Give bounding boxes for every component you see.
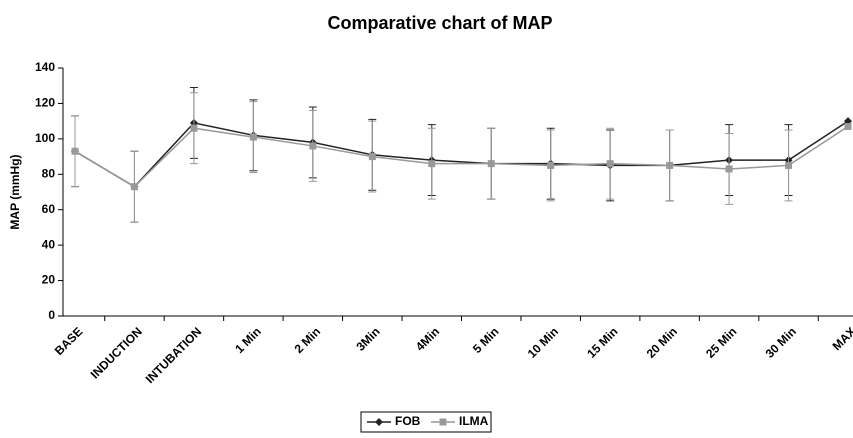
x-tick-label: INTUBATION — [143, 324, 205, 386]
marker — [606, 160, 614, 168]
marker — [130, 183, 138, 191]
y-tick-label: 80 — [42, 166, 56, 180]
legend-label: ILMA — [459, 414, 489, 428]
series-line — [74, 120, 849, 188]
legend-label: FOB — [395, 414, 421, 428]
marker — [725, 165, 733, 173]
marker — [666, 161, 674, 169]
y-tick-label: 140 — [35, 60, 55, 74]
y-tick-label: 0 — [48, 308, 55, 322]
chart-title: Comparative chart of MAP — [327, 13, 552, 33]
x-tick-label: 5 Min — [470, 324, 502, 356]
x-tick-label: 25 Min — [703, 324, 739, 360]
marker — [249, 133, 257, 141]
x-tick-label: 15 Min — [584, 324, 620, 360]
y-axis-label: MAP (mmHg) — [8, 154, 22, 229]
legend: FOB ILMA — [360, 411, 492, 433]
x-tick-label: MAX — [830, 324, 853, 353]
marker — [309, 142, 317, 150]
marker — [368, 153, 376, 161]
y-tick-label: 100 — [35, 131, 55, 145]
y-tick-label: 40 — [42, 237, 56, 251]
marker — [71, 147, 79, 155]
legend-box — [360, 411, 492, 433]
x-tick-label: 2 Min — [292, 324, 324, 356]
marker — [487, 160, 495, 168]
marker — [785, 161, 793, 169]
marker — [375, 418, 383, 426]
marker — [844, 122, 852, 130]
x-tick-label: 10 Min — [525, 324, 561, 360]
x-tick-label: 1 Min — [232, 324, 264, 356]
marker — [439, 418, 447, 426]
series-line — [74, 125, 849, 188]
x-tick-label: 30 Min — [763, 324, 799, 360]
x-tick-label: INDUCTION — [88, 324, 145, 381]
x-tick-label: 3Min — [353, 324, 382, 353]
y-tick-label: 120 — [35, 96, 55, 110]
x-tick-label: 4Min — [413, 324, 442, 353]
marker — [190, 124, 198, 132]
y-tick-label: 60 — [42, 202, 56, 216]
x-tick-label: 20 Min — [644, 324, 680, 360]
x-tick-label: BASE — [52, 324, 85, 357]
marker — [547, 161, 555, 169]
y-tick-label: 20 — [42, 273, 56, 287]
marker — [428, 160, 436, 168]
